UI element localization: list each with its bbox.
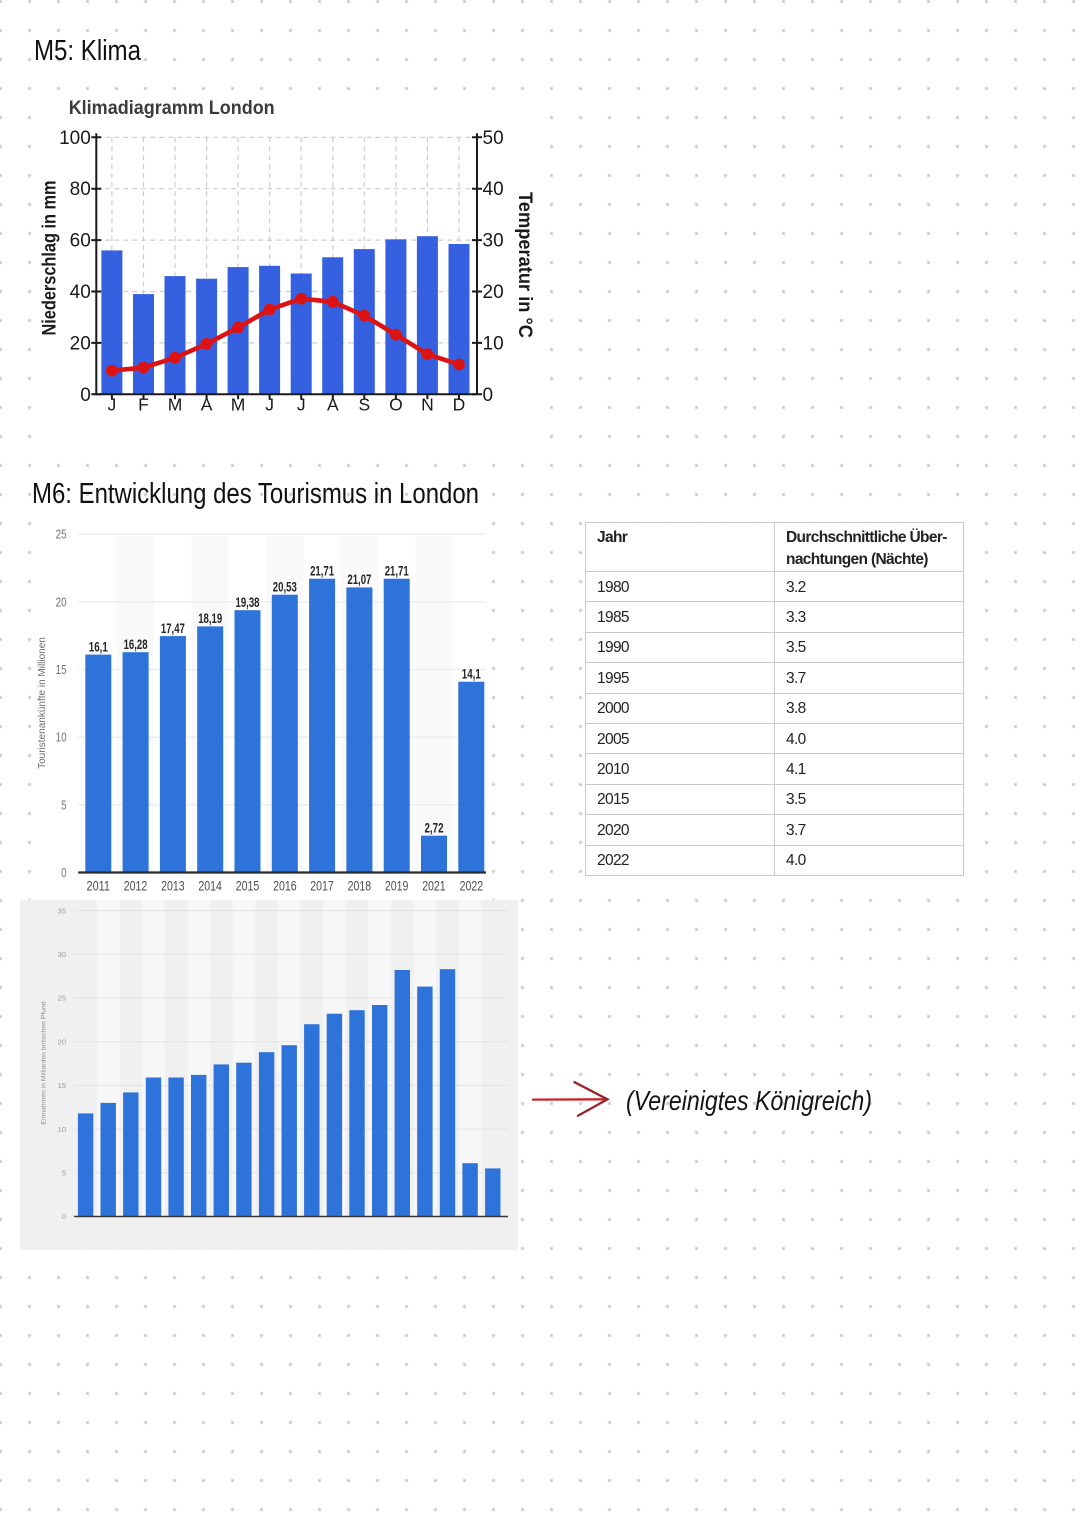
svg-text:21,71: 21,71 bbox=[310, 563, 334, 579]
svg-text:50: 50 bbox=[483, 128, 504, 149]
svg-text:Einnahmen in Milliarden britis: Einnahmen in Milliarden britischen Pfund bbox=[41, 1001, 48, 1124]
svg-text:0: 0 bbox=[80, 385, 91, 406]
svg-text:35: 35 bbox=[58, 906, 66, 915]
svg-text:J: J bbox=[265, 395, 274, 415]
svg-text:D: D bbox=[453, 395, 466, 415]
svg-text:N: N bbox=[421, 395, 434, 415]
svg-text:2012: 2012 bbox=[124, 878, 148, 893]
svg-text:M: M bbox=[168, 395, 183, 415]
svg-text:2017: 2017 bbox=[310, 878, 334, 893]
svg-text:Klimadiagramm London: Klimadiagramm London bbox=[69, 98, 275, 119]
svg-text:F: F bbox=[138, 395, 149, 415]
svg-text:S: S bbox=[358, 395, 370, 415]
svg-text:30: 30 bbox=[58, 950, 66, 959]
svg-text:20: 20 bbox=[56, 595, 67, 609]
svg-text:20: 20 bbox=[58, 1037, 66, 1046]
svg-text:2015: 2015 bbox=[236, 878, 259, 893]
svg-text:Temperatur in °C: Temperatur in °C bbox=[514, 192, 535, 338]
svg-text:0: 0 bbox=[62, 1212, 66, 1221]
svg-text:5: 5 bbox=[62, 1169, 66, 1178]
svg-text:16,28: 16,28 bbox=[124, 636, 148, 652]
svg-text:5: 5 bbox=[61, 798, 67, 812]
svg-text:2018: 2018 bbox=[348, 878, 372, 893]
svg-text:M: M bbox=[231, 395, 246, 415]
svg-text:25: 25 bbox=[56, 528, 67, 542]
svg-text:20,53: 20,53 bbox=[273, 579, 297, 595]
svg-text:15: 15 bbox=[56, 663, 67, 677]
svg-text:2013: 2013 bbox=[161, 878, 185, 893]
svg-text:Niederschlag in mm: Niederschlag in mm bbox=[40, 181, 61, 336]
svg-text:2011: 2011 bbox=[87, 878, 111, 893]
svg-text:30: 30 bbox=[483, 231, 504, 252]
svg-text:16,1: 16,1 bbox=[89, 638, 108, 654]
svg-text:10: 10 bbox=[58, 1125, 66, 1134]
svg-text:20: 20 bbox=[483, 282, 504, 303]
svg-text:2021: 2021 bbox=[422, 878, 446, 893]
svg-text:40: 40 bbox=[70, 282, 91, 303]
svg-text:2022: 2022 bbox=[460, 878, 484, 893]
svg-text:60: 60 bbox=[70, 231, 91, 252]
svg-text:25: 25 bbox=[58, 994, 66, 1003]
svg-text:20: 20 bbox=[70, 333, 91, 354]
svg-text:80: 80 bbox=[70, 179, 91, 200]
svg-text:M5: Klima: M5: Klima bbox=[34, 35, 142, 67]
svg-text:J: J bbox=[297, 395, 306, 415]
svg-text:A: A bbox=[327, 395, 339, 415]
svg-text:21,07: 21,07 bbox=[347, 571, 371, 587]
svg-text:O: O bbox=[389, 395, 403, 415]
svg-text:J: J bbox=[108, 395, 117, 415]
svg-text:15: 15 bbox=[58, 1081, 66, 1090]
svg-text:(Vereinigtes Königreich): (Vereinigtes Königreich) bbox=[626, 1085, 872, 1116]
svg-text:M6: Entwicklung des Tourismus: M6: Entwicklung des Tourismus in London bbox=[32, 478, 479, 510]
svg-text:0: 0 bbox=[61, 866, 67, 880]
svg-text:2014: 2014 bbox=[198, 878, 222, 893]
svg-text:A: A bbox=[201, 395, 213, 415]
svg-text:40: 40 bbox=[483, 179, 504, 200]
svg-text:17,47: 17,47 bbox=[161, 620, 185, 636]
svg-text:2,72: 2,72 bbox=[425, 820, 444, 836]
svg-text:Touristenankünfte in Millionen: Touristenankünfte in Millionen bbox=[37, 637, 48, 769]
svg-text:100: 100 bbox=[59, 128, 91, 149]
svg-text:10: 10 bbox=[483, 333, 504, 354]
svg-text:2016: 2016 bbox=[273, 878, 297, 893]
svg-text:21,71: 21,71 bbox=[385, 563, 409, 579]
svg-text:2019: 2019 bbox=[385, 878, 409, 893]
svg-text:0: 0 bbox=[483, 385, 494, 406]
svg-text:10: 10 bbox=[56, 731, 67, 745]
svg-text:19,38: 19,38 bbox=[236, 594, 260, 610]
svg-text:18,19: 18,19 bbox=[198, 610, 222, 626]
svg-text:14,1: 14,1 bbox=[462, 666, 481, 682]
